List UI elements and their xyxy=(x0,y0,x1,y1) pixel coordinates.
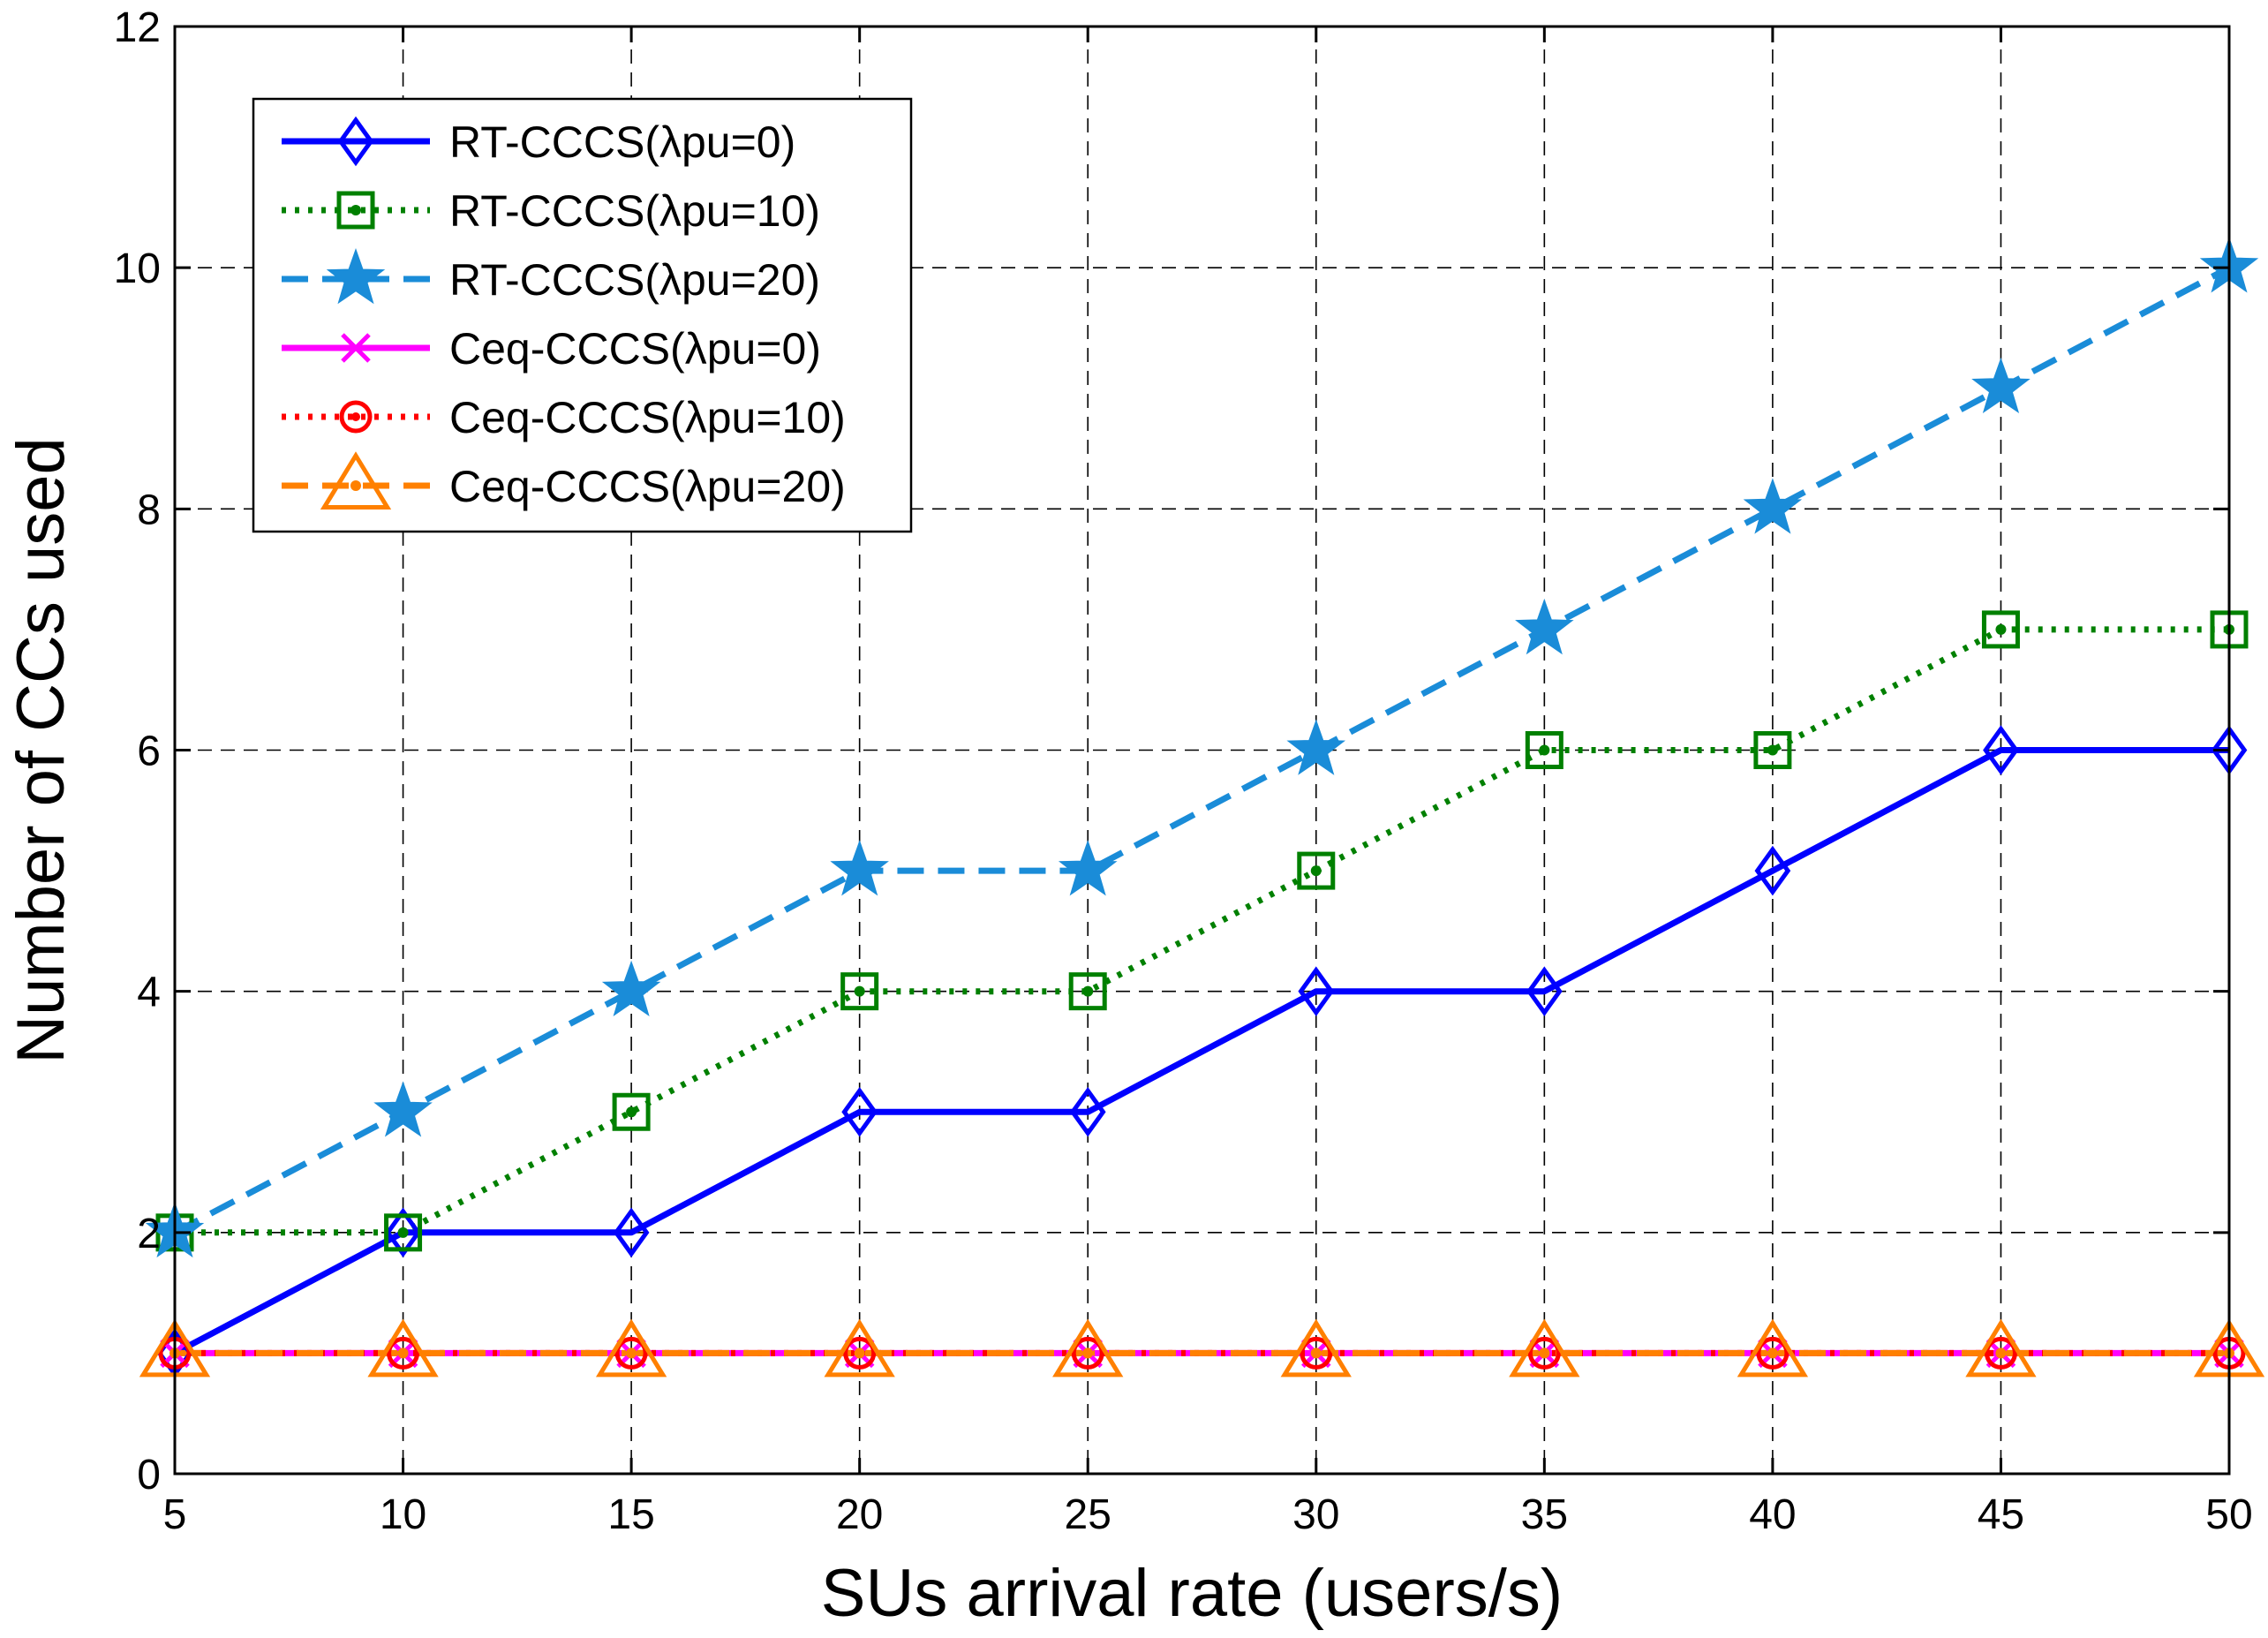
legend-label-1: RT-CCCS(λpu=10) xyxy=(449,186,820,236)
legend-label-0: RT-CCCS(λpu=0) xyxy=(449,117,795,167)
y-tick-label: 6 xyxy=(137,728,161,775)
x-tick-label: 25 xyxy=(1065,1491,1111,1538)
x-tick-label: 5 xyxy=(163,1491,187,1538)
x-tick-label: 40 xyxy=(1749,1491,1796,1538)
legend-box xyxy=(252,97,913,533)
legend: RT-CCCS(λpu=0) RT-CCCS(λpu=10) RT-CCCS(λpu… xyxy=(252,97,913,533)
legend-label-4: Ceq-CCCS(λpu=10) xyxy=(449,393,846,442)
data-point-0-7 xyxy=(1754,845,1791,896)
marker-group xyxy=(139,237,2265,1378)
y-axis-label: Number of CCs used xyxy=(4,437,79,1064)
axis-ticks: 5 10 15 20 25 30 35 40 45 50 0 2 4 6 8 10 12 xyxy=(114,4,2253,1538)
x-tick-label: 20 xyxy=(836,1491,883,1538)
data-point-2-3 xyxy=(830,840,889,896)
data-point-5-3 xyxy=(824,1318,895,1378)
x-tick-label: 50 xyxy=(2205,1491,2252,1538)
data-point-1-8 xyxy=(1981,610,2020,649)
data-point-5-4 xyxy=(1052,1318,1124,1378)
data-point-2-6 xyxy=(1515,598,1574,655)
x-axis-label: SUs arrival rate (users/s) xyxy=(821,1556,1563,1631)
data-point-0-2 xyxy=(613,1207,650,1258)
data-point-1-7 xyxy=(1753,731,1792,769)
data-point-5-8 xyxy=(1965,1318,2037,1378)
data-point-2-8 xyxy=(1971,357,2031,414)
data-point-2-7 xyxy=(1743,478,1803,534)
data-point-5-5 xyxy=(1280,1318,1352,1378)
data-point-0-3 xyxy=(841,1086,878,1137)
y-tick-label: 8 xyxy=(137,487,161,533)
data-point-0-5 xyxy=(1298,966,1335,1016)
x-tick-label: 10 xyxy=(380,1491,426,1538)
y-tick-label: 12 xyxy=(114,4,161,51)
x-tick-label: 30 xyxy=(1292,1491,1339,1538)
data-point-0-6 xyxy=(1526,966,1563,1016)
data-point-1-2 xyxy=(612,1092,651,1131)
data-point-1-4 xyxy=(1068,972,1107,1011)
x-tick-label: 15 xyxy=(607,1491,654,1538)
legend-marker-3 xyxy=(341,333,371,363)
series-line-0 xyxy=(173,747,2229,1356)
series-line-2 xyxy=(173,265,2231,1235)
legend-marker-1 xyxy=(336,191,375,230)
y-tick-label: 0 xyxy=(137,1452,161,1498)
legend-marker-0 xyxy=(337,116,374,167)
y-tick-label: 2 xyxy=(137,1211,161,1257)
data-point-1-1 xyxy=(384,1213,423,1252)
data-point-5-7 xyxy=(1737,1318,1809,1378)
data-point-2-4 xyxy=(1058,840,1118,896)
legend-marker-4 xyxy=(339,400,373,434)
legend-marker-2 xyxy=(326,247,386,305)
data-point-0-1 xyxy=(385,1207,421,1258)
data-point-1-6 xyxy=(1525,731,1563,769)
data-point-1-5 xyxy=(1297,851,1336,890)
data-point-2-2 xyxy=(601,960,661,1017)
x-tick-label: 35 xyxy=(1521,1491,1568,1538)
x-tick-label: 45 xyxy=(1978,1491,2024,1538)
data-point-2-5 xyxy=(1286,719,1346,775)
legend-label-2: RT-CCCS(λpu=20) xyxy=(449,255,820,305)
data-point-0-4 xyxy=(1069,1086,1106,1137)
legend-label-5: Ceq-CCCS(λpu=20) xyxy=(449,462,846,511)
data-point-5-6 xyxy=(1509,1318,1580,1378)
data-point-1-3 xyxy=(840,972,879,1011)
data-point-5-1 xyxy=(367,1318,439,1378)
y-tick-label: 4 xyxy=(137,970,161,1016)
legend-label-3: Ceq-CCCS(λpu=0) xyxy=(449,324,821,374)
data-point-2-1 xyxy=(373,1081,433,1137)
data-point-0-8 xyxy=(1983,725,2019,775)
series-group xyxy=(173,265,2231,1356)
y-tick-label: 10 xyxy=(114,245,161,292)
series-line-1 xyxy=(175,626,2229,1236)
legend-marker-5 xyxy=(320,451,392,510)
data-point-5-2 xyxy=(595,1318,667,1378)
